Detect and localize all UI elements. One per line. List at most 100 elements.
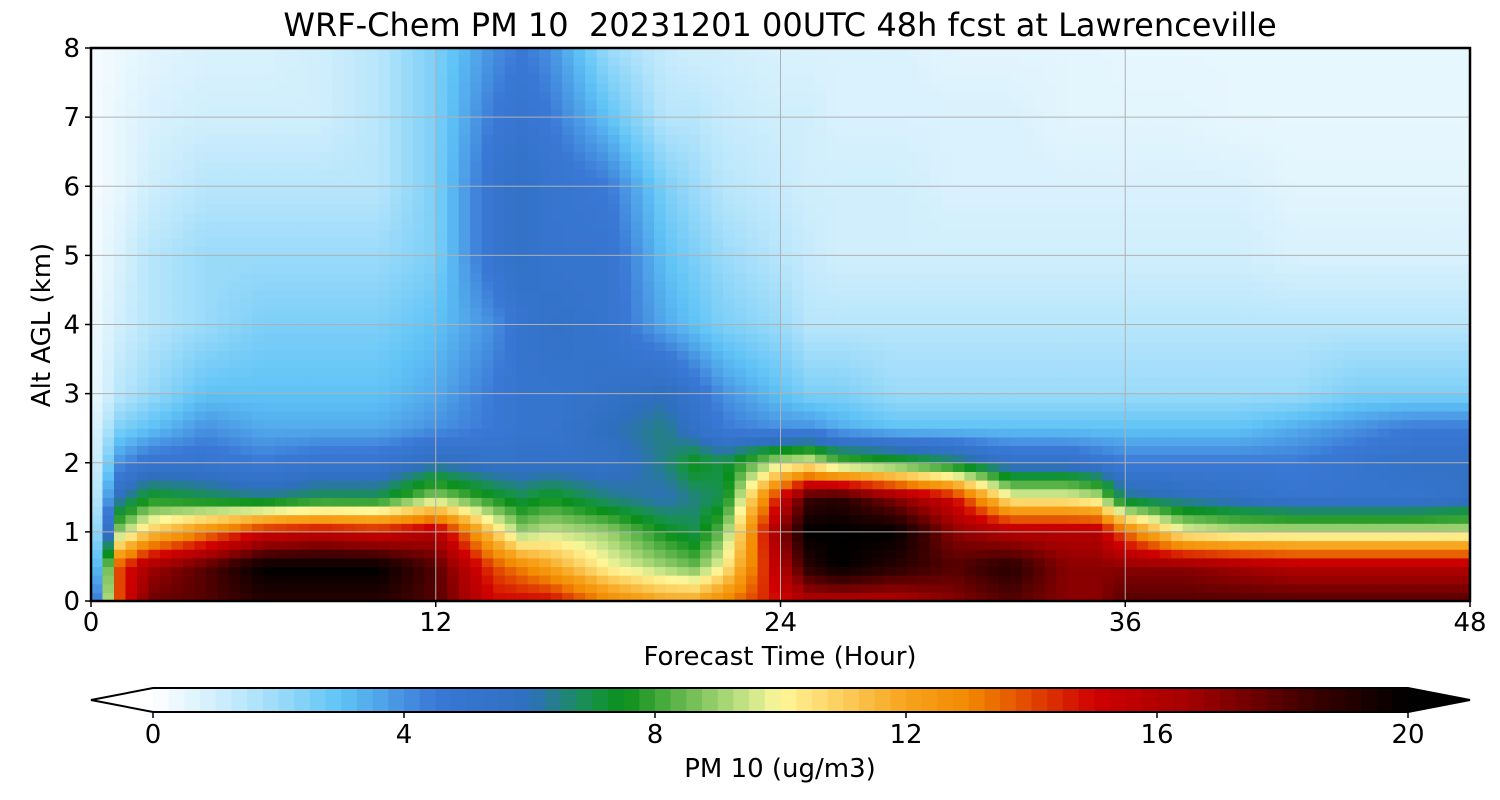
heatmap-cell	[401, 246, 414, 256]
heatmap-cell	[297, 350, 310, 360]
heatmap-cell	[1044, 471, 1057, 481]
heatmap-cell	[734, 454, 747, 464]
heatmap-cell	[320, 376, 333, 386]
heatmap-cell	[1355, 505, 1368, 516]
heatmap-cell	[642, 402, 655, 412]
heatmap-cell	[803, 410, 816, 421]
heatmap-cell	[378, 264, 391, 274]
heatmap-cell	[803, 393, 816, 403]
heatmap-cell	[1010, 324, 1023, 334]
heatmap-cell	[1458, 428, 1470, 438]
heatmap-cell	[665, 281, 678, 291]
heatmap-cell	[228, 566, 241, 576]
heatmap-cell	[1136, 549, 1149, 559]
heatmap-cell	[1228, 333, 1241, 343]
heatmap-cell	[274, 419, 287, 429]
heatmap-cell	[688, 436, 701, 447]
heatmap-cell	[1010, 315, 1023, 326]
heatmap-cell	[366, 281, 379, 291]
heatmap-cell	[1136, 436, 1149, 447]
heatmap-cell	[1067, 384, 1080, 395]
heatmap-cell	[182, 359, 196, 369]
heatmap-cell	[1401, 315, 1414, 326]
heatmap-cell	[1205, 350, 1218, 360]
heatmap-cell	[780, 246, 793, 256]
heatmap-cell	[1033, 410, 1046, 421]
heatmap-cell	[194, 402, 207, 412]
heatmap-cell	[711, 255, 724, 265]
heatmap-cell	[148, 436, 161, 447]
heatmap-cell	[1171, 419, 1184, 429]
heatmap-cell	[205, 575, 219, 585]
heatmap-cell	[700, 393, 713, 403]
heatmap-cell	[906, 480, 919, 490]
heatmap-cell	[228, 445, 241, 455]
heatmap-cell	[1378, 505, 1391, 516]
heatmap-cell	[1332, 471, 1345, 481]
heatmap-cell	[734, 402, 747, 412]
heatmap-cell	[975, 592, 988, 601]
heatmap-cell	[883, 480, 897, 490]
heatmap-cell	[883, 281, 897, 291]
heatmap-cell	[1355, 324, 1368, 334]
heatmap-cell	[941, 246, 954, 256]
heatmap-cell	[539, 480, 552, 490]
heatmap-cell	[688, 255, 701, 265]
heatmap-cell	[975, 497, 988, 507]
heatmap-cell	[447, 419, 460, 429]
heatmap-cell	[688, 549, 701, 559]
heatmap-cell	[539, 505, 552, 516]
heatmap-cell	[504, 419, 517, 429]
heatmap-cell	[102, 428, 115, 438]
heatmap-cell	[1228, 428, 1241, 438]
heatmap-cell	[860, 410, 874, 421]
heatmap-cell	[757, 557, 770, 568]
heatmap-cell	[366, 402, 379, 412]
heatmap-cell	[1113, 384, 1126, 395]
heatmap-cell	[228, 359, 241, 369]
heatmap-cell	[205, 566, 219, 576]
heatmap-cell	[1079, 480, 1092, 490]
heatmap-cell	[585, 307, 598, 317]
heatmap-cell	[883, 376, 897, 386]
heatmap-cell	[1412, 514, 1425, 524]
heatmap-cell	[1366, 549, 1379, 559]
heatmap-cell	[1332, 264, 1345, 274]
heatmap-cell	[91, 592, 104, 601]
heatmap-cell	[1205, 488, 1218, 498]
heatmap-cell	[964, 566, 977, 576]
heatmap-cell	[366, 480, 379, 490]
heatmap-cell	[769, 566, 782, 576]
heatmap-cell	[619, 264, 632, 274]
heatmap-cell	[378, 505, 391, 516]
heatmap-cell	[791, 298, 805, 308]
heatmap-cell	[814, 428, 828, 438]
heatmap-cell	[182, 255, 196, 265]
heatmap-cell	[585, 341, 598, 352]
heatmap-cell	[895, 505, 908, 516]
heatmap-cell	[251, 454, 264, 464]
heatmap-cell	[1458, 281, 1470, 291]
heatmap-cell	[883, 523, 897, 533]
heatmap-cell	[780, 428, 793, 438]
heatmap-cell	[1171, 540, 1184, 550]
heatmap-cell	[1343, 436, 1356, 447]
heatmap-cell	[1251, 428, 1264, 438]
heatmap-cell	[769, 298, 782, 308]
heatmap-cell	[401, 384, 414, 395]
heatmap-cell	[366, 238, 379, 248]
heatmap-cell	[539, 531, 552, 542]
heatmap-cell	[723, 488, 736, 498]
heatmap-cell	[125, 592, 138, 601]
heatmap-cell	[1079, 445, 1092, 455]
heatmap-cell	[159, 402, 173, 412]
heatmap-cell	[895, 575, 908, 585]
heatmap-cell	[573, 333, 586, 343]
heatmap-cell	[1044, 393, 1057, 403]
heatmap-cell	[148, 255, 161, 265]
heatmap-cell	[803, 402, 816, 412]
heatmap-cell	[1424, 514, 1437, 524]
heatmap-cell	[1297, 566, 1310, 576]
heatmap-cell	[1435, 324, 1448, 334]
heatmap-cell	[677, 384, 690, 395]
